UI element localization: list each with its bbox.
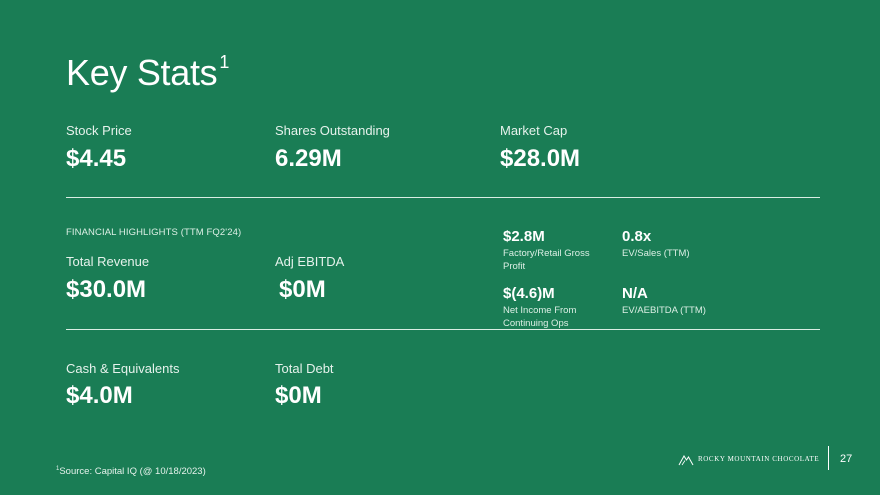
divider-bottom [66, 329, 820, 330]
stock-price-value: $4.45 [66, 145, 127, 172]
page-number: 27 [840, 453, 853, 465]
net-income-value: $(4.6)M [503, 285, 555, 302]
slide-title: Key Stats 1 [66, 52, 229, 94]
source-footnote: 1Source: Capital IQ (@ 10/18/2023) [56, 466, 206, 477]
footnote-marker: 1 [56, 466, 60, 472]
adj-ebitda-label: Adj EBITDA [275, 254, 345, 269]
market-cap-label: Market Cap [500, 123, 568, 138]
shares-outstanding-label: Shares Outstanding [275, 123, 390, 138]
stock-price-label: Stock Price [66, 123, 132, 138]
shares-outstanding-value: 6.29M [275, 145, 342, 172]
adj-ebitda-value: $0M [279, 276, 326, 303]
market-cap-value: $28.0M [500, 145, 581, 172]
financial-highlights-heading: FINANCIAL HIGHLIGHTS (TTM FQ2'24) [66, 227, 242, 238]
total-revenue-label: Total Revenue [66, 254, 150, 269]
ev-aebitda-value: N/A [622, 285, 648, 302]
gross-profit-value: $2.8M [503, 228, 545, 245]
footnote-text: Source: Capital IQ (@ 10/18/2023) [59, 466, 206, 478]
ev-sales-value: 0.8x [622, 228, 652, 245]
logo-text: ROCKY MOUNTAIN CHOCOLATE [698, 455, 820, 463]
gross-profit-desc: Factory/Retail Gross Profit [503, 248, 590, 272]
net-income-desc: Net Income From Continuing Ops [503, 305, 577, 329]
total-revenue-value: $30.0M [66, 276, 147, 303]
company-logo: ROCKY MOUNTAIN CHOCOLATE [678, 452, 819, 466]
footer-divider [828, 446, 829, 470]
title-footnote-marker: 1 [219, 52, 230, 72]
title-text: Key Stats [66, 52, 218, 93]
ev-aebitda-desc: EV/AEBITDA (TTM) [622, 305, 706, 316]
cash-equivalents-value: $4.0M [66, 382, 133, 409]
total-debt-value: $0M [275, 382, 322, 409]
total-debt-label: Total Debt [275, 361, 334, 376]
cash-equivalents-label: Cash & Equivalents [66, 361, 180, 376]
mountain-logo-icon [678, 455, 694, 466]
ev-sales-desc: EV/Sales (TTM) [622, 248, 690, 259]
divider-top [66, 197, 820, 198]
